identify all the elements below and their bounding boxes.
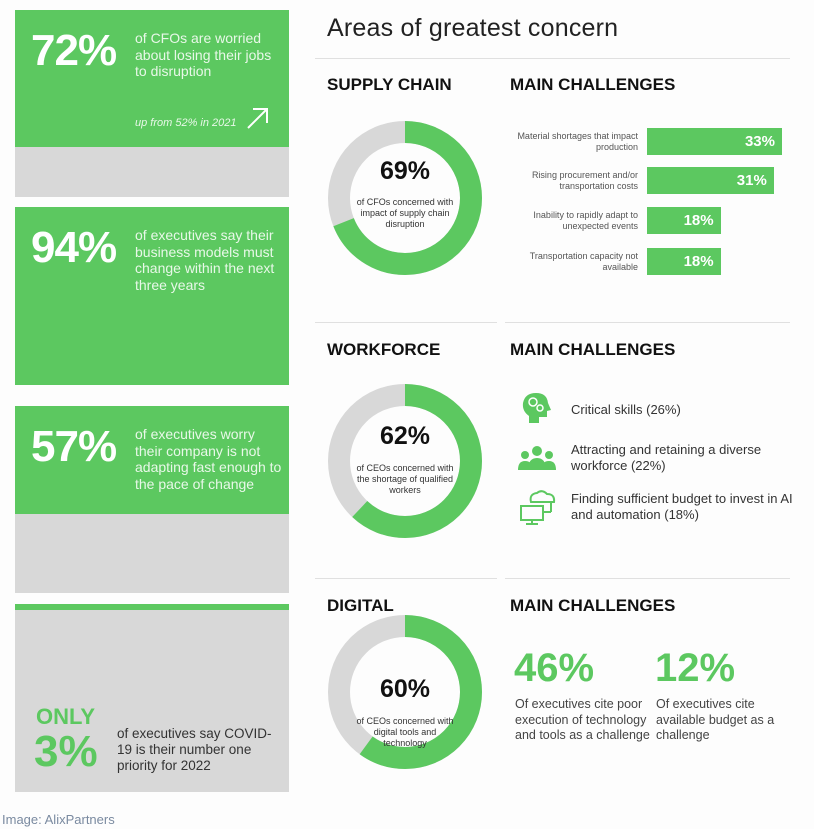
- supply-chain-donut: [328, 121, 482, 275]
- donut-slice: [328, 615, 482, 769]
- stat-prefix: ONLY: [36, 704, 96, 729]
- stat-card-4-fill: [15, 604, 289, 610]
- divider: [505, 322, 790, 323]
- page-title: Areas of greatest concern: [327, 14, 619, 42]
- arrow-up-right-icon: [247, 108, 268, 129]
- stat-pct: 3%: [34, 727, 98, 776]
- people-group-icon: [518, 446, 556, 470]
- image-caption: Image: AlixPartners: [2, 812, 115, 827]
- section-heading: SUPPLY CHAIN: [327, 75, 452, 94]
- donut-label: 69%: [379, 157, 431, 185]
- workforce-challenge: Attracting and retaining a diverse workf…: [571, 442, 762, 473]
- donut-label: 60%: [379, 675, 431, 703]
- bar: 33%: [647, 128, 782, 155]
- divider: [505, 578, 790, 579]
- stat-card-2: 94% of executives say their business mod…: [15, 207, 289, 385]
- workforce-challenge: Critical skills (26%): [571, 402, 681, 417]
- section-heading: DIGITAL: [327, 596, 394, 615]
- bar-value: 31%: [736, 172, 767, 189]
- donut-slice: [328, 384, 482, 538]
- donut-text: of CEOs concerned with digital tools and…: [356, 716, 454, 748]
- stat-text: of executives say their business models …: [135, 227, 275, 293]
- donut-label: 62%: [379, 422, 431, 450]
- section-heading: WORKFORCE: [327, 340, 441, 359]
- divider: [315, 578, 497, 579]
- stat-text: of CFOs are worried about losing their j…: [135, 30, 272, 79]
- bar-value: 33%: [744, 133, 775, 150]
- bar-label: Inability to rapidly adapt to unexpected…: [533, 210, 638, 231]
- donut-slice: [328, 121, 482, 275]
- divider: [315, 322, 497, 323]
- stat-pct: 72%: [31, 26, 117, 75]
- workforce-challenge: Finding sufficient budget to invest in A…: [571, 491, 793, 522]
- digital-donut: [328, 615, 482, 769]
- digital-stat-text: Of executives cite poor execution of tec…: [515, 697, 650, 742]
- divider: [315, 58, 790, 59]
- stat-card-1-fill: 72% of CFOs are worried about losing the…: [15, 10, 289, 147]
- digital-stat-text: Of executives cite available budget as a…: [656, 697, 775, 742]
- head-gears-icon: [522, 393, 551, 423]
- section-heading: MAIN CHALLENGES: [510, 596, 676, 615]
- stat-text: of executives worry their company is not…: [135, 426, 282, 492]
- stat-pct: 94%: [31, 223, 117, 272]
- section-heading: MAIN CHALLENGES: [510, 340, 676, 359]
- stat-sub: up from 52% in 2021: [135, 117, 237, 129]
- bar: 18%: [647, 207, 721, 234]
- bar-value: 18%: [683, 212, 714, 229]
- stat-text: of executives say COVID-19 is their numb…: [117, 726, 272, 773]
- digital-stat-pct: 12%: [655, 646, 736, 690]
- bar: 31%: [647, 167, 774, 194]
- donut-text: of CEOs concerned with the shortage of q…: [356, 463, 454, 495]
- bar-label: Rising procurement and/or transportation…: [531, 170, 638, 191]
- stat-pct: 57%: [31, 422, 117, 471]
- bar: 18%: [647, 248, 721, 275]
- stat-card-4: [15, 604, 289, 792]
- donut-text: of CFOs concerned with impact of supply …: [356, 197, 454, 229]
- stat-card-3-fill: 57% of executives worry their company is…: [15, 406, 289, 514]
- bar-value: 18%: [683, 253, 714, 270]
- digital-stat-pct: 46%: [514, 646, 595, 690]
- cloud-computer-icon: [520, 490, 556, 525]
- bar-label: Transportation capacity not available: [529, 251, 638, 272]
- bar-label: Material shortages that impact productio…: [517, 131, 638, 152]
- section-heading: MAIN CHALLENGES: [510, 75, 676, 94]
- workforce-donut: [328, 384, 482, 538]
